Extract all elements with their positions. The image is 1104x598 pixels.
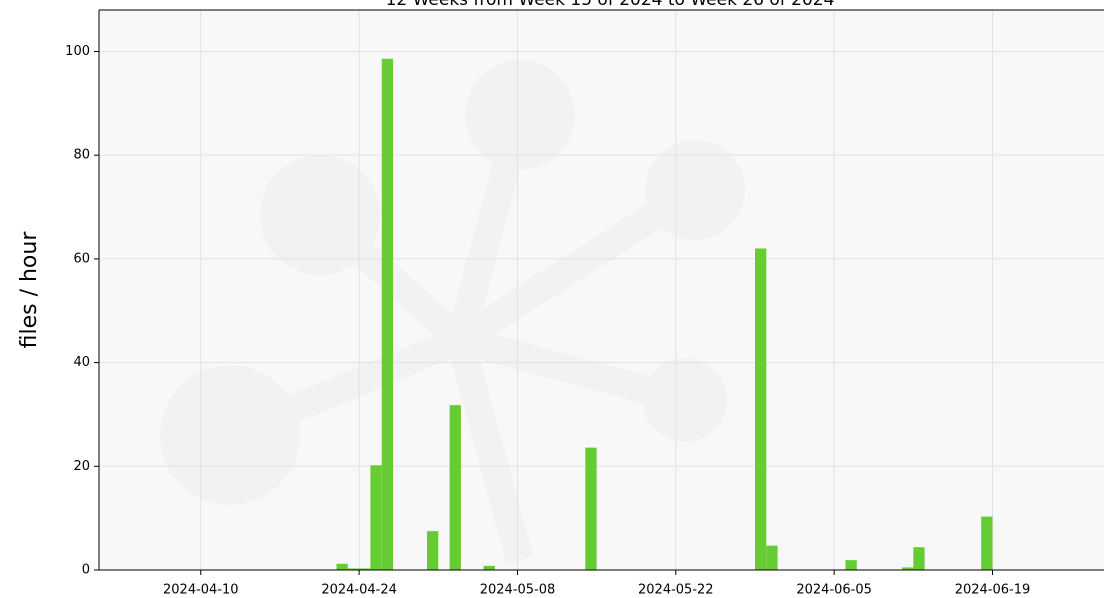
bar <box>426 531 439 570</box>
bar <box>766 545 778 570</box>
y-tick-label: 20 <box>73 459 90 474</box>
y-axis-label: files / hour <box>17 231 42 349</box>
bar <box>981 516 993 570</box>
bar <box>845 560 857 570</box>
bar <box>381 58 394 570</box>
bar <box>754 248 767 570</box>
x-tick-label: 2024-05-22 <box>638 583 714 598</box>
bar <box>359 568 371 570</box>
y-tick-label: 80 <box>73 148 90 163</box>
bar <box>336 563 348 570</box>
y-tick-label: 60 <box>73 251 90 266</box>
bar <box>913 547 925 570</box>
bar <box>902 567 914 570</box>
x-tick-label: 2024-06-05 <box>796 583 872 598</box>
x-tick-label: 2024-05-08 <box>480 583 556 598</box>
bar <box>585 447 597 570</box>
y-tick-label: 40 <box>73 355 90 370</box>
bar <box>483 565 495 570</box>
bar <box>347 568 360 570</box>
x-tick-label: 2024-04-10 <box>163 583 239 598</box>
chart-title: 12 Weeks from Week 15 of 2024 to Week 26… <box>386 0 835 10</box>
x-tick-label: 2024-04-24 <box>321 583 397 598</box>
bar <box>370 465 382 570</box>
y-tick-label: 0 <box>82 563 90 578</box>
watermark <box>160 60 745 564</box>
x-tick-label: 2024-06-19 <box>955 583 1031 598</box>
bar <box>449 405 461 570</box>
y-tick-label: 100 <box>65 44 90 59</box>
